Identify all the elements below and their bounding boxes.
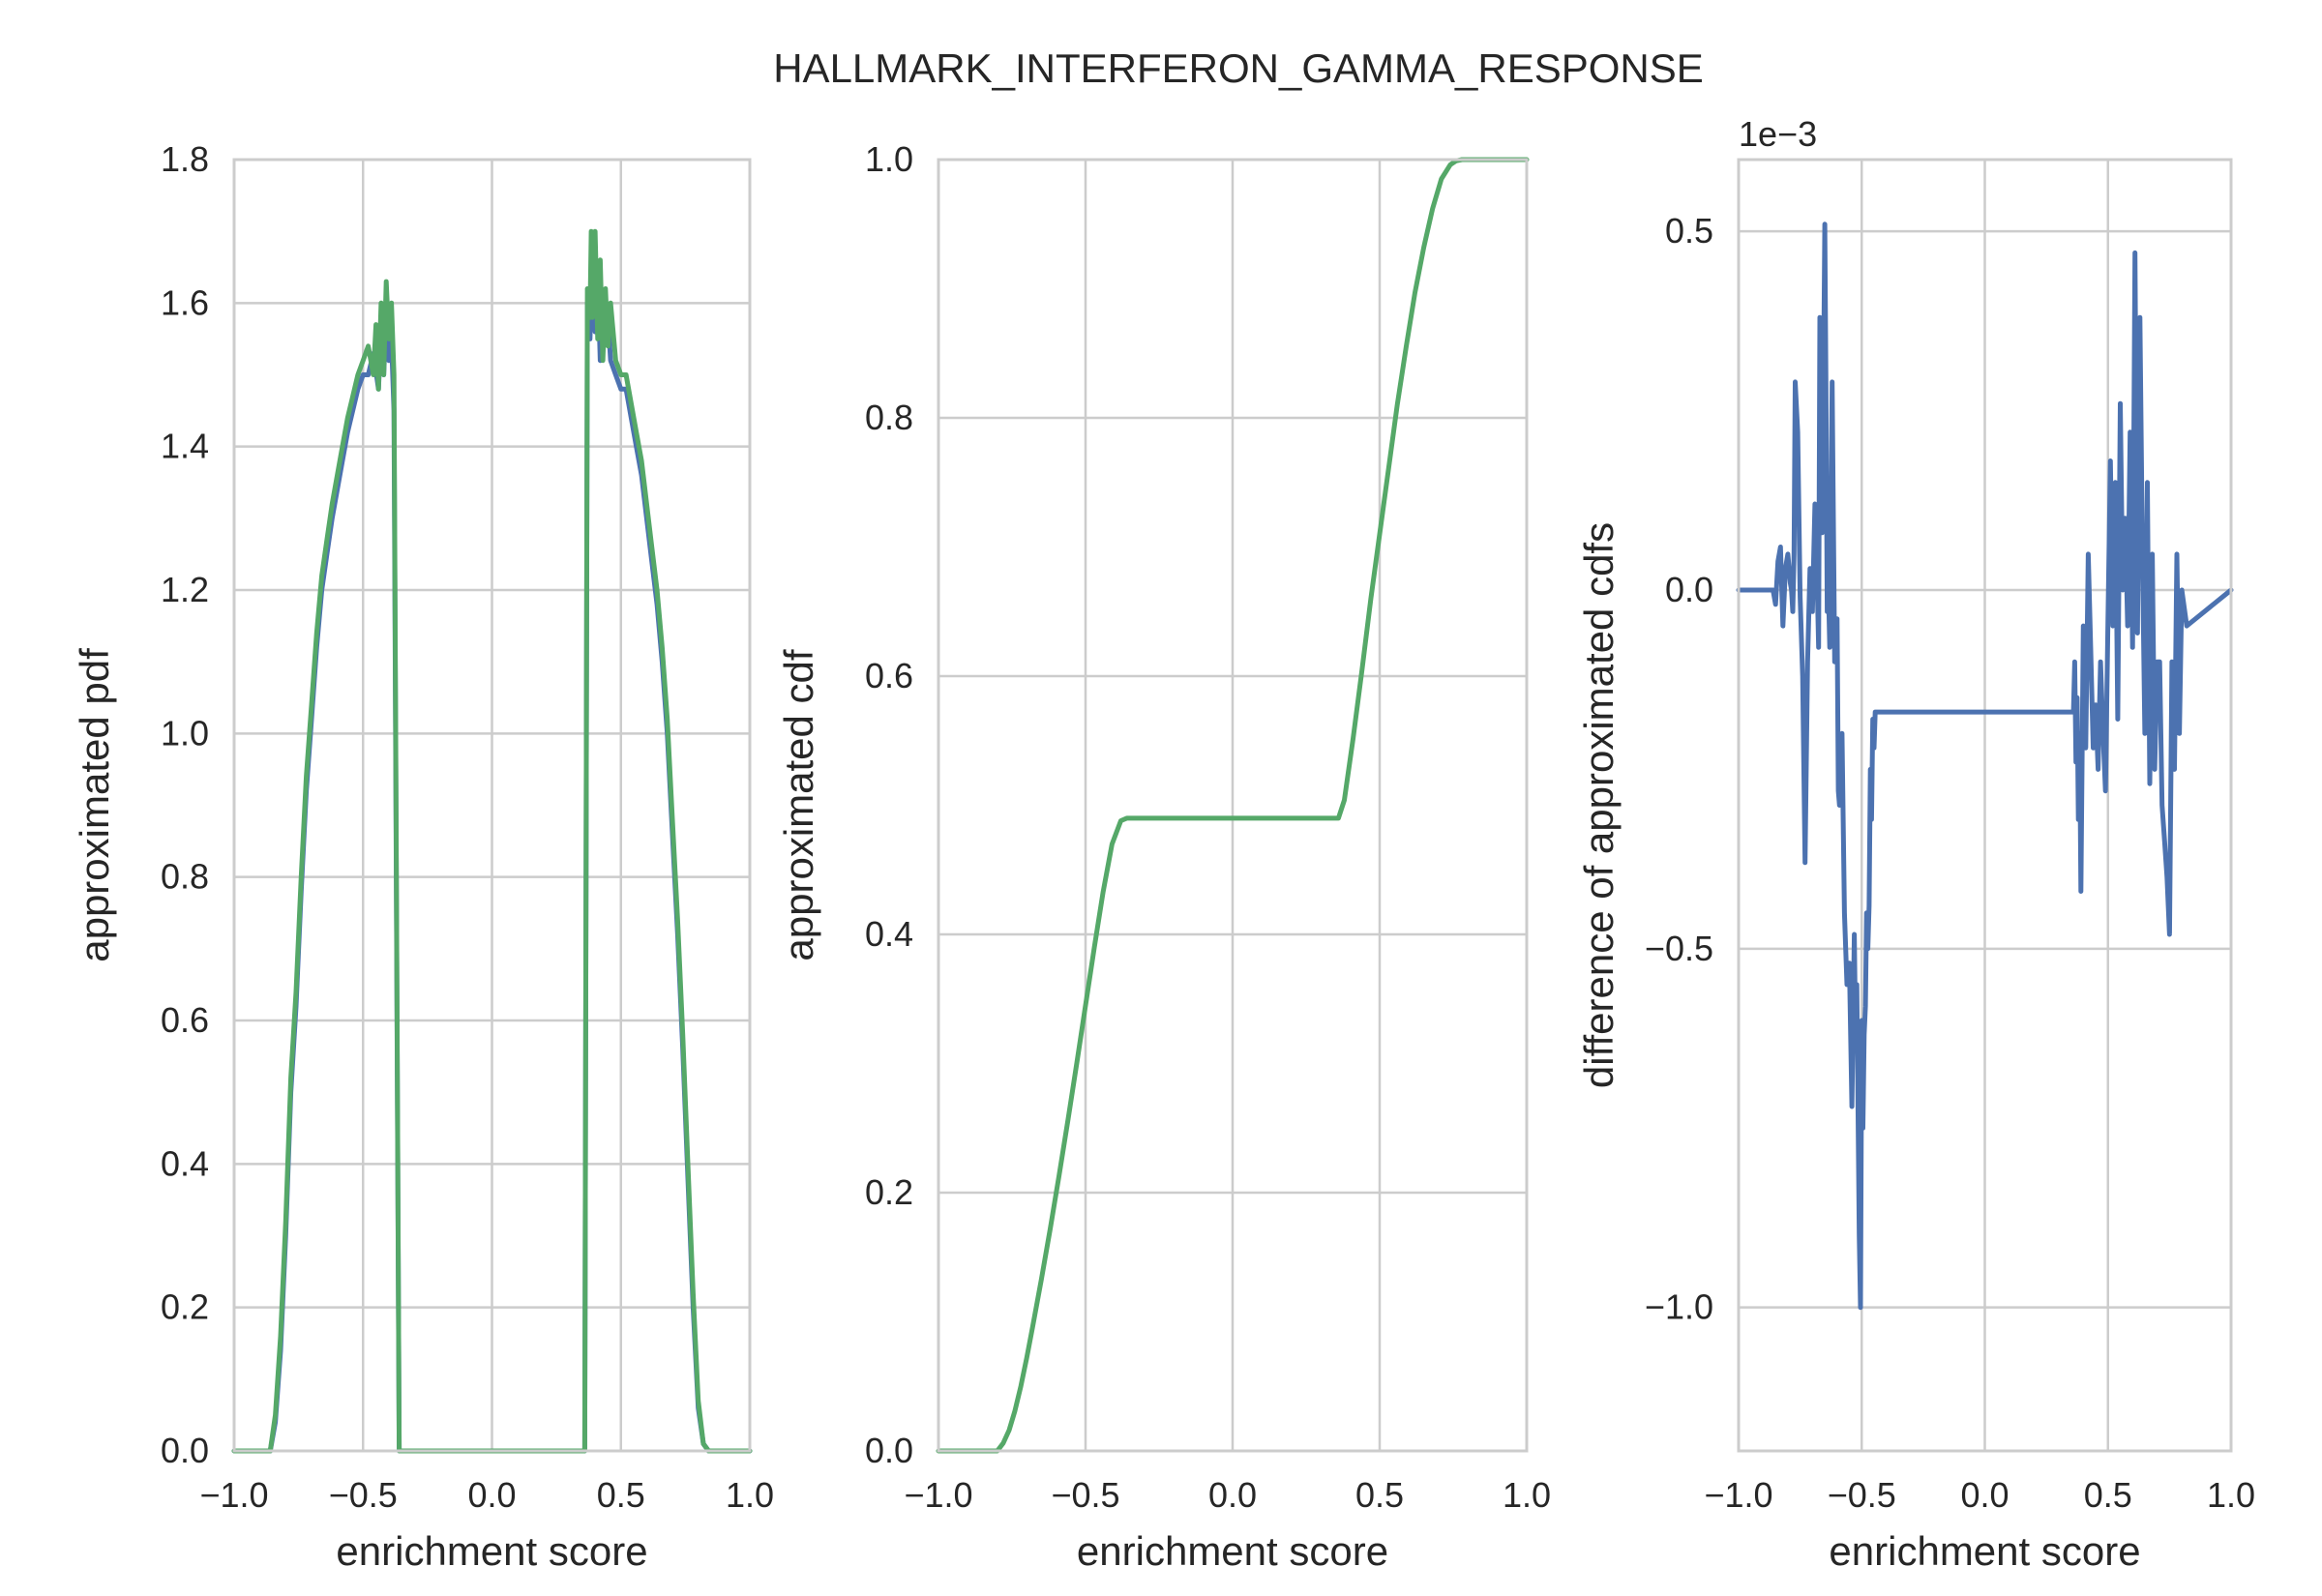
cdf-x-tick-label-2: 0.0 (1208, 1475, 1257, 1515)
cdf-x-tick-label-3: 0.5 (1355, 1475, 1404, 1515)
cdf-y-tick-label-2: 0.4 (865, 914, 913, 954)
cdf-diff-y-axis-label: difference of approximated cdfs (1576, 522, 1622, 1088)
cdf-diff-y-tick-label-3: 0.5 (1665, 211, 1713, 251)
cdf-diff-x-tick-label-1: −0.5 (1828, 1475, 1896, 1515)
pdf-x-tick-label-0: −1.0 (199, 1475, 268, 1515)
cdf-y-tick-label-5: 1.0 (865, 139, 913, 179)
panel-cdf-diff: −1.0 −0.5 0.0 0.5 1.0 −1.0 −0.5 0.0 0.5 enrichmen… (1576, 114, 2255, 1574)
cdf-diff-y-tick-label-1: −0.5 (1645, 929, 1713, 968)
cdf-diff-x-axis-label: enrichment score (1829, 1528, 2140, 1574)
pdf-y-tick-label-8: 1.6 (161, 282, 209, 322)
cdf-y-axis-label: approximated cdf (776, 649, 821, 961)
cdf-axes-frame (937, 158, 1529, 1453)
pdf-y-tick-label-4: 0.8 (161, 857, 209, 897)
cdf-diff-offset-text: 1e−3 (1739, 114, 1817, 154)
cdf-diff-x-tick-label-0: −1.0 (1704, 1475, 1772, 1515)
pdf-y-tick-label-3: 0.6 (161, 1000, 209, 1040)
cdf-y-tick-label-3: 0.6 (865, 656, 913, 695)
cdf-diff-axes-frame (1737, 158, 2233, 1453)
panel-cdf: −1.0 −0.5 0.0 0.5 1.0 0.0 0.2 0.4 0.6 0.8 1.0 enric… (776, 139, 1551, 1574)
panel-pdf: −1.0 −0.5 0.0 0.5 1.0 0.0 0.2 0.4 0.6 0.8 1.0 1.2 1.… (72, 139, 774, 1574)
cdf-y-tick-label-4: 0.8 (865, 398, 913, 437)
pdf-x-axis-label: enrichment score (336, 1528, 647, 1574)
cdf-diff-y-tick-label-2: 0.0 (1665, 570, 1713, 609)
pdf-y-tick-label-5: 1.0 (161, 713, 209, 753)
pdf-y-tick-label-2: 0.4 (161, 1143, 209, 1183)
pdf-x-tick-label-2: 0.0 (467, 1475, 516, 1515)
cdf-diff-x-tick-label-4: 1.0 (2207, 1475, 2255, 1515)
pdf-x-tick-label-3: 0.5 (597, 1475, 645, 1515)
pdf-x-tick-label-4: 1.0 (726, 1475, 774, 1515)
cdf-diff-x-tick-label-3: 0.5 (2084, 1475, 2132, 1515)
cdf-diff-series-line-0 (1736, 222, 2234, 1311)
cdf-y-tick-label-0: 0.0 (865, 1431, 913, 1470)
cdf-x-tick-label-4: 1.0 (1503, 1475, 1551, 1515)
pdf-axes-frame (232, 158, 752, 1453)
pdf-y-tick-label-6: 1.2 (161, 570, 209, 609)
pdf-x-tick-label-1: −0.5 (329, 1475, 398, 1515)
cdf-diff-y-tick-label-0: −1.0 (1645, 1287, 1713, 1327)
pdf-y-axis-label: approximated pdf (72, 648, 117, 962)
cdf-x-axis-label: enrichment score (1077, 1528, 1388, 1574)
cdf-y-tick-label-1: 0.2 (865, 1172, 913, 1212)
cdf-x-tick-label-0: −1.0 (904, 1475, 972, 1515)
cdf-series-line-0 (936, 157, 1530, 1454)
cdf-x-tick-label-1: −0.5 (1051, 1475, 1119, 1515)
cdf-diff-x-tick-label-2: 0.0 (1960, 1475, 2009, 1515)
pdf-y-tick-label-0: 0.0 (161, 1431, 209, 1470)
pdf-y-tick-label-1: 0.2 (161, 1287, 209, 1327)
figure-title: HALLMARK_INTERFERON_GAMMA_RESPONSE (773, 45, 1704, 91)
pdf-y-tick-label-7: 1.4 (161, 427, 209, 466)
panels: −1.0 −0.5 0.0 0.5 1.0 0.0 0.2 0.4 0.6 0.8 1.0 1.2 1.… (72, 114, 2255, 1574)
pdf-y-tick-label-9: 1.8 (161, 139, 209, 179)
